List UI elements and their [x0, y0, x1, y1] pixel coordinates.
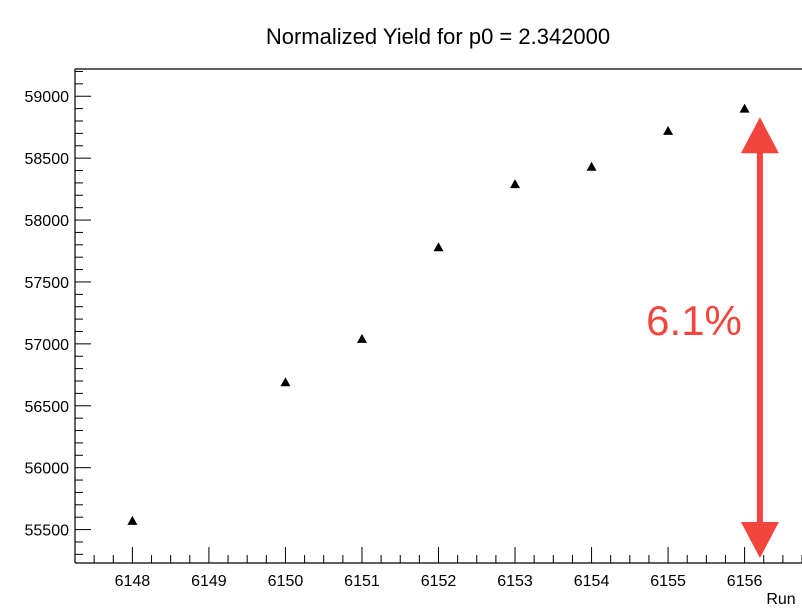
y-tick-label: 58500	[25, 151, 70, 168]
annotation-label: 6.1%	[646, 297, 742, 344]
range-annotation: 6.1%	[646, 117, 779, 559]
chart-title: Normalized Yield for p0 = 2.342000	[266, 24, 610, 49]
annotation-arrow-head-down	[740, 522, 779, 559]
x-tick-label: 6149	[191, 573, 227, 590]
x-axis-label: Run	[766, 591, 795, 608]
annotation-arrow-head-up	[740, 117, 779, 154]
x-tick-label: 6156	[727, 573, 763, 590]
y-tick-label: 58000	[25, 213, 70, 230]
x-tick-label: 6153	[497, 573, 533, 590]
x-tick-label: 6151	[344, 573, 380, 590]
y-tick-label: 56500	[25, 399, 70, 416]
data-point	[586, 161, 597, 171]
y-tick-label: 55500	[25, 523, 70, 540]
y-tick-label: 57000	[25, 337, 70, 354]
data-point	[127, 515, 138, 525]
x-tick-label: 6150	[268, 573, 304, 590]
data-point	[739, 103, 750, 113]
y-tick-label: 56000	[25, 461, 70, 478]
data-point	[510, 179, 521, 189]
axes: 6148 6149 6150 6151 6152 6153 6154 6155 6156 5550…	[25, 68, 802, 590]
data-point	[663, 125, 674, 135]
y-tick-label: 59000	[25, 89, 70, 106]
data-point	[280, 377, 291, 387]
data-point	[356, 333, 367, 343]
y-tick-label: 57500	[25, 275, 70, 292]
x-tick-label: 6154	[574, 573, 610, 590]
data-point	[433, 242, 444, 252]
x-tick-label: 6148	[115, 573, 151, 590]
x-tick-label: 6155	[650, 573, 686, 590]
x-tick-label: 6152	[421, 573, 457, 590]
data-points	[127, 103, 750, 525]
